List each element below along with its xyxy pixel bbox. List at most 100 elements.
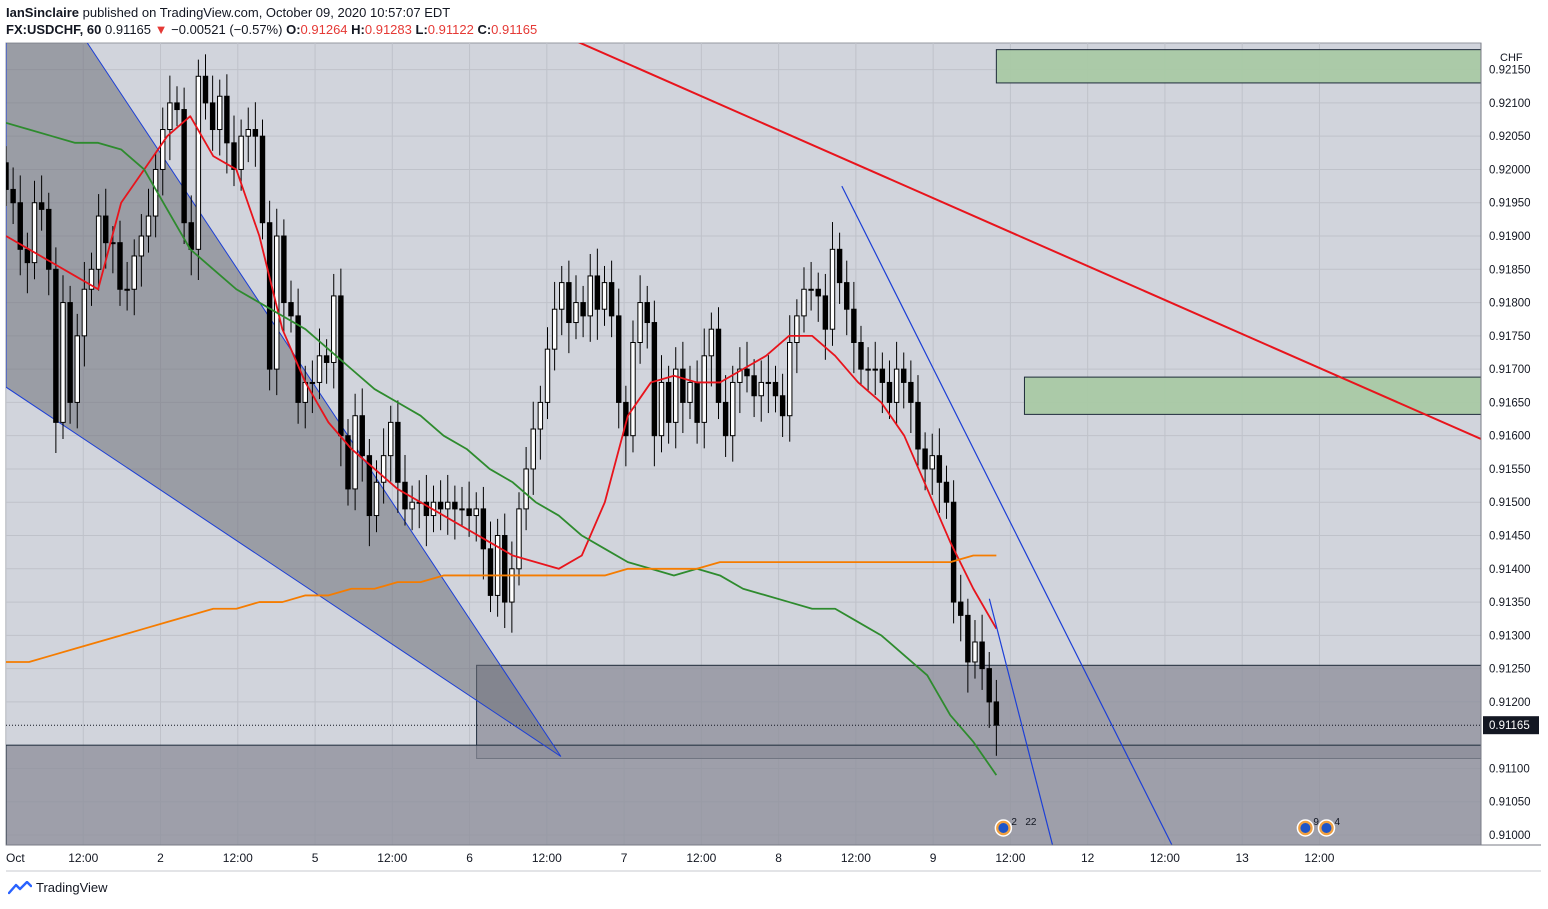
candle-body-53 <box>380 455 387 483</box>
candle-body-66 <box>473 508 479 517</box>
blue-line-1 <box>841 185 1173 845</box>
candle-body-3 <box>24 248 31 264</box>
current-price-tag <box>1483 716 1539 735</box>
candle-body-28 <box>202 75 209 104</box>
y-tick-label-1: 0.92100 <box>1489 98 1531 110</box>
price-axis-bg <box>1481 43 1541 845</box>
footer-brand[interactable]: TradingView <box>8 880 108 895</box>
candle-body-26 <box>188 222 194 250</box>
y-tick-label-2: 0.92050 <box>1489 131 1531 143</box>
last-price: 0.91165 <box>104 22 152 37</box>
candle-body-82 <box>587 275 593 317</box>
candle-body-69 <box>494 535 501 596</box>
candle-body-101 <box>722 401 729 437</box>
x-tick-label-12: 9 <box>930 851 937 865</box>
candle-body-81 <box>580 302 586 317</box>
candle-body-114 <box>815 288 821 297</box>
candle-body-54 <box>388 421 394 457</box>
candle-body-111 <box>794 315 800 344</box>
candle-body-56 <box>402 481 408 510</box>
candle-body-112 <box>801 288 807 317</box>
candle-body-137 <box>979 641 985 670</box>
blue-line-2 <box>988 598 1054 845</box>
author-name[interactable]: IanSinclaire <box>6 5 79 20</box>
candle-body-115 <box>822 295 829 330</box>
candle-body-7 <box>53 268 59 423</box>
candle-body-18 <box>131 255 137 290</box>
candle-body-93 <box>665 381 672 423</box>
candle-body-16 <box>117 242 123 290</box>
x-tick-label-1: 12:00 <box>68 851 98 865</box>
candle-body-92 <box>658 381 665 437</box>
candle-body-48 <box>345 435 351 490</box>
candle-body-41 <box>295 315 301 403</box>
candle-body-120 <box>858 342 864 370</box>
candle-body-98 <box>701 355 707 423</box>
candle-body-113 <box>808 288 814 291</box>
candle-body-117 <box>836 248 843 284</box>
y-tick-label-5: 0.91900 <box>1489 231 1531 243</box>
candle-body-96 <box>687 381 693 403</box>
y-tick-label-9: 0.91700 <box>1489 364 1531 376</box>
candle-body-4 <box>31 202 38 264</box>
candle-body-100 <box>715 328 722 403</box>
candle-body-95 <box>680 368 686 403</box>
gray-zone-upper <box>476 664 1481 759</box>
y-tick-label-10: 0.91650 <box>1489 397 1531 409</box>
falling-wedge <box>6 43 562 757</box>
y-tick-label-0: 0.92150 <box>1489 65 1531 77</box>
candle-body-110 <box>787 342 793 417</box>
candle-body-38 <box>274 235 280 370</box>
candle-body-106 <box>758 381 764 397</box>
candle-body-22 <box>160 129 166 170</box>
change-value: −0.00521 (−0.57%) <box>171 22 283 37</box>
candle-body-32 <box>231 142 237 170</box>
candle-body-84 <box>601 282 608 310</box>
candle-body-107 <box>765 381 772 384</box>
candle-body-136 <box>972 641 978 663</box>
candle-body-39 <box>281 235 287 304</box>
y-tick-label-20: 0.91100 <box>1489 763 1530 775</box>
candle-body-17 <box>124 288 130 291</box>
candle-body-80 <box>573 302 579 324</box>
ohlc-line: FX:USDCHF, 60 0.91165 ▼ −0.00521 (−0.57%… <box>6 22 537 37</box>
candle-body-119 <box>851 308 857 344</box>
candle-body-65 <box>466 508 472 517</box>
candle-body-9 <box>67 302 73 403</box>
candle-body-134 <box>958 601 964 616</box>
candle-body-13 <box>95 215 102 270</box>
y-tick-label-7: 0.91800 <box>1489 298 1531 310</box>
candle-body-59 <box>423 501 430 517</box>
candle-body-79 <box>566 282 572 324</box>
event-flag-inner-0 <box>998 823 1009 833</box>
y-tick-label-16: 0.91350 <box>1489 597 1531 609</box>
y-tick-label-6: 0.91850 <box>1489 264 1531 276</box>
candle-body-25 <box>181 109 187 224</box>
candle-body-40 <box>288 302 294 317</box>
candle-body-19 <box>138 235 145 257</box>
candle-body-52 <box>373 481 380 517</box>
high-label: H: <box>351 22 365 37</box>
publish-info: published on TradingView.com, October 09… <box>82 5 451 20</box>
open-label: O: <box>286 22 301 37</box>
candle-body-97 <box>694 381 700 423</box>
currency-label: CHF <box>1500 52 1523 64</box>
moving-average-green <box>6 122 998 776</box>
candle-body-46 <box>331 295 337 363</box>
candle-body-90 <box>644 302 650 324</box>
candle-body-121 <box>865 368 871 371</box>
y-tick-label-22: 0.91000 <box>1489 830 1531 842</box>
candle-body-35 <box>252 129 259 137</box>
x-tick-label-4: 5 <box>312 851 319 865</box>
y-tick-label-13: 0.91500 <box>1489 497 1531 509</box>
candle-body-103 <box>737 368 743 383</box>
moving-average-red <box>6 115 998 630</box>
candle-body-6 <box>46 208 52 270</box>
candle-body-23 <box>167 102 173 131</box>
candle-body-88 <box>630 342 636 437</box>
red-downtrend <box>577 43 1481 440</box>
candle-body-57 <box>409 501 415 510</box>
y-tick-label-17: 0.91300 <box>1489 630 1531 642</box>
x-tick-label-7: 12:00 <box>532 851 562 865</box>
